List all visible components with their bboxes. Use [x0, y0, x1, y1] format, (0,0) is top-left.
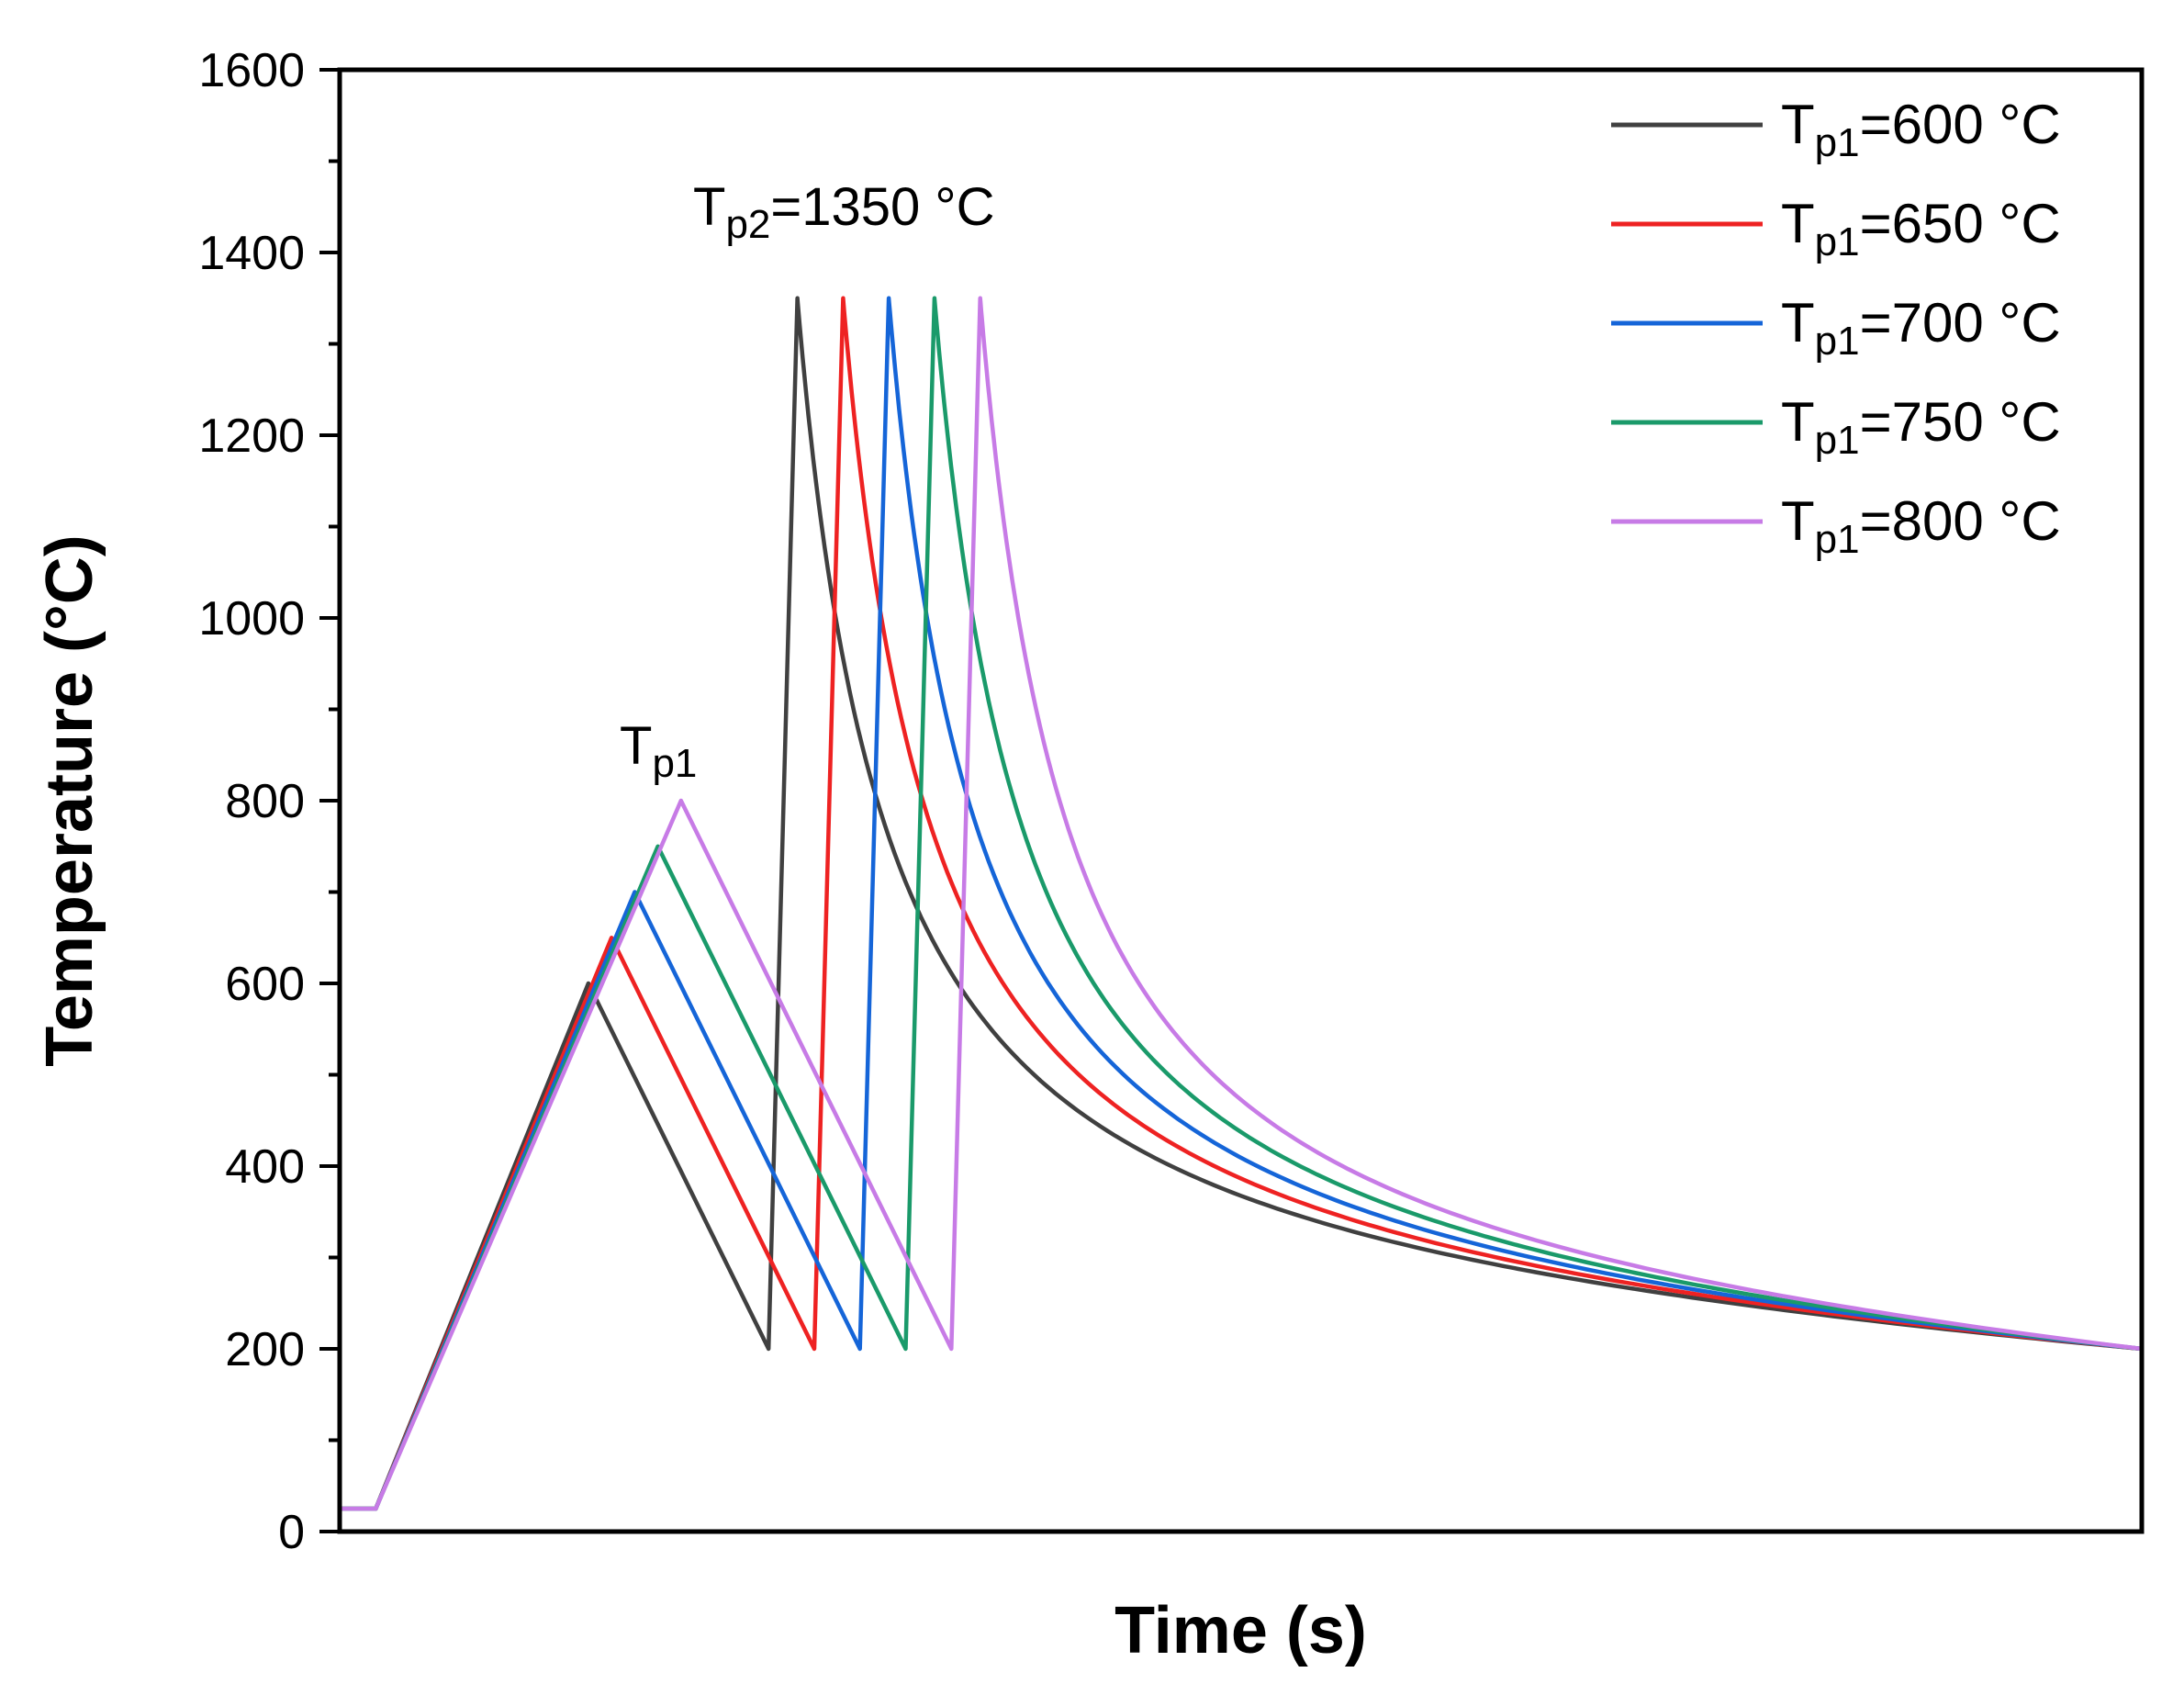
- series-layer: [340, 296, 2143, 1511]
- series-line-600: [340, 296, 2143, 1511]
- series-line-750: [340, 296, 2143, 1511]
- annotation-tp2: Tp2=1350 °C: [693, 177, 994, 247]
- legend-label: Tp1=750 °C: [1781, 391, 2061, 463]
- legend-label: Tp1=800 °C: [1781, 490, 2061, 562]
- legend-label: Tp1=700 °C: [1781, 292, 2061, 364]
- y-tick-label: 400: [225, 1140, 305, 1194]
- y-tick-label: 1000: [198, 592, 305, 645]
- ticks-layer: 0 200 400 600 800 1000 1200 1400 1600: [198, 44, 340, 1559]
- annotation-layer: Tp2=1350 °C Tp1: [620, 177, 994, 786]
- y-axis-title: Temperature (°C): [33, 534, 106, 1067]
- y-tick-label: 1200: [198, 410, 305, 463]
- series-line-800: [340, 296, 2143, 1511]
- y-tick-label: 0: [278, 1506, 305, 1559]
- y-tick-label: 800: [225, 775, 305, 828]
- y-tick-label: 1400: [198, 227, 305, 280]
- legend-label: Tp1=650 °C: [1781, 193, 2061, 264]
- series-line-700: [340, 296, 2143, 1511]
- y-tick-label: 1600: [198, 44, 305, 97]
- series-line-650: [340, 296, 2143, 1511]
- annotation-tp1: Tp1: [620, 716, 697, 786]
- y-tick-label: 200: [225, 1323, 305, 1376]
- legend: Tp1=600 °C Tp1=650 °C Tp1=700 °C Tp1=750 °C…: [1611, 94, 2061, 562]
- legend-label: Tp1=600 °C: [1781, 94, 2061, 165]
- x-axis-title: Time (s): [1114, 1594, 1367, 1667]
- y-tick-label: 600: [225, 958, 305, 1011]
